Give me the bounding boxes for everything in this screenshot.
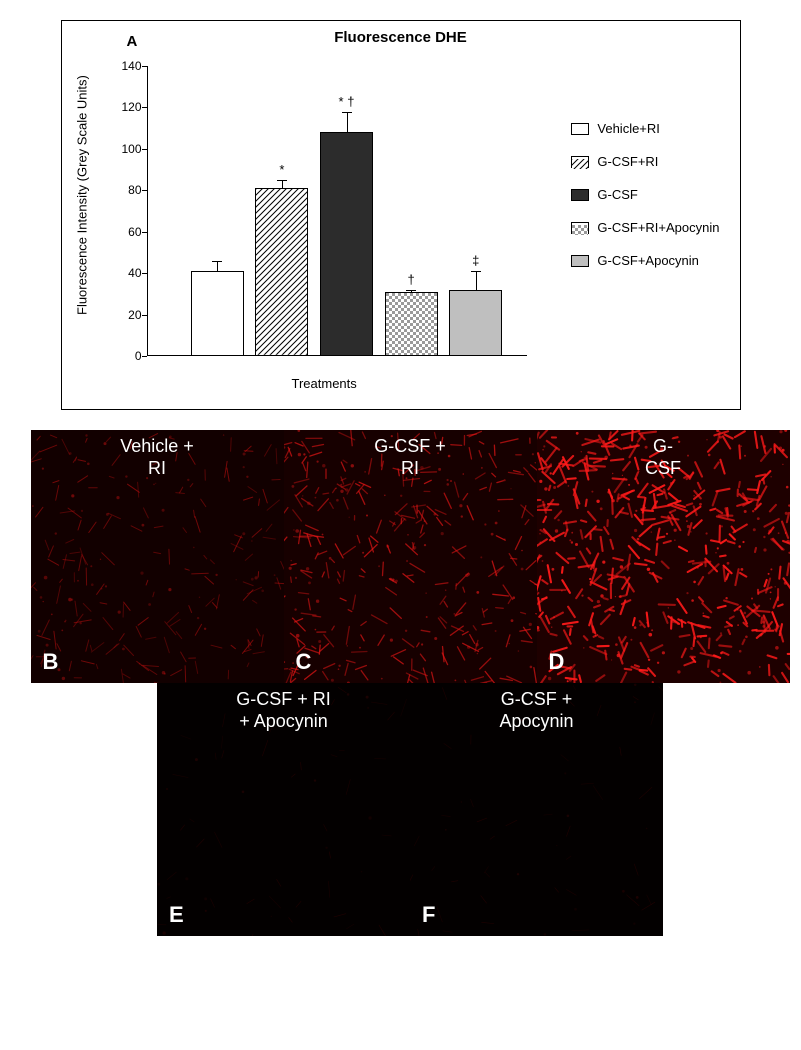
y-tick-label: 100 — [112, 142, 142, 156]
legend-label: Vehicle+RI — [597, 121, 660, 136]
micrograph-panel-C: G-CSF + RI C — [284, 430, 537, 683]
micrograph-panel-F: G-CSF + Apocynin F — [410, 683, 663, 936]
legend-label: G-CSF+RI — [597, 154, 658, 169]
micrograph-label: G-CSF + RI + Apocynin — [236, 689, 331, 732]
bar-g-csf-ri-apocynin — [385, 292, 438, 356]
x-axis-label: Treatments — [292, 376, 357, 391]
significance-marker: * — [279, 162, 284, 177]
legend-item: G-CSF — [571, 187, 719, 202]
significance-marker: * † — [339, 94, 355, 109]
legend-swatch — [571, 222, 589, 234]
chart-legend: Vehicle+RI G-CSF+RI G-CSF G-CSF+RI+Apocynin… — [571, 121, 719, 286]
legend-swatch — [571, 189, 589, 201]
chart-title: Fluorescence DHE — [334, 29, 467, 46]
bar-g-csf-ri — [255, 188, 308, 356]
micrograph-panel-B: Vehicle + RI B — [31, 430, 284, 683]
micrograph-row-2: G-CSF + RI + Apocynin E G-CSF + Apocynin… — [30, 683, 790, 936]
micrograph-label: G-CSF + Apocynin — [499, 689, 573, 732]
bar-g-csf — [320, 132, 373, 356]
y-tick-label: 20 — [112, 308, 142, 322]
micrograph-panel-E: G-CSF + RI + Apocynin E — [157, 683, 410, 936]
micrograph-label: G- CSF — [645, 436, 681, 479]
y-tick-label: 60 — [112, 225, 142, 239]
legend-item: G-CSF+RI+Apocynin — [571, 220, 719, 235]
panel-letter: B — [43, 649, 59, 675]
y-tick-label: 40 — [112, 266, 142, 280]
legend-item: G-CSF+Apocynin — [571, 253, 719, 268]
micrograph-label: G-CSF + RI — [374, 436, 446, 479]
panel-letter-A: A — [127, 33, 138, 50]
bar-g-csf-apocynin — [449, 290, 502, 356]
y-axis-label: Fluorescence Intensity (Grey Scale Units… — [74, 115, 89, 315]
legend-item: Vehicle+RI — [571, 121, 719, 136]
legend-swatch — [571, 123, 589, 135]
legend-label: G-CSF+RI+Apocynin — [597, 220, 719, 235]
micrograph-panel-D: G- CSF D — [537, 430, 790, 683]
significance-marker: ‡ — [472, 253, 479, 268]
significance-marker: † — [407, 272, 414, 287]
y-tick-label: 0 — [112, 349, 142, 363]
legend-swatch — [571, 156, 589, 168]
panel-letter: E — [169, 902, 184, 928]
chart-plot-area: ** ††‡ 020406080100120140 — [147, 66, 527, 356]
y-tick-label: 120 — [112, 100, 142, 114]
micrograph-label: Vehicle + RI — [120, 436, 194, 479]
bar-vehicle-ri — [191, 271, 244, 356]
panel-letter: C — [296, 649, 312, 675]
y-tick-label: 140 — [112, 59, 142, 73]
legend-swatch — [571, 255, 589, 267]
panel-letter: F — [422, 902, 435, 928]
legend-label: G-CSF+Apocynin — [597, 253, 699, 268]
panel-letter: D — [549, 649, 565, 675]
chart-panel-A: A Fluorescence DHE Fluorescence Intensit… — [61, 20, 741, 410]
legend-item: G-CSF+RI — [571, 154, 719, 169]
micrograph-row-1: Vehicle + RI B G-CSF + RI C G- CSF D — [30, 430, 790, 683]
y-tick-label: 80 — [112, 183, 142, 197]
legend-label: G-CSF — [597, 187, 637, 202]
